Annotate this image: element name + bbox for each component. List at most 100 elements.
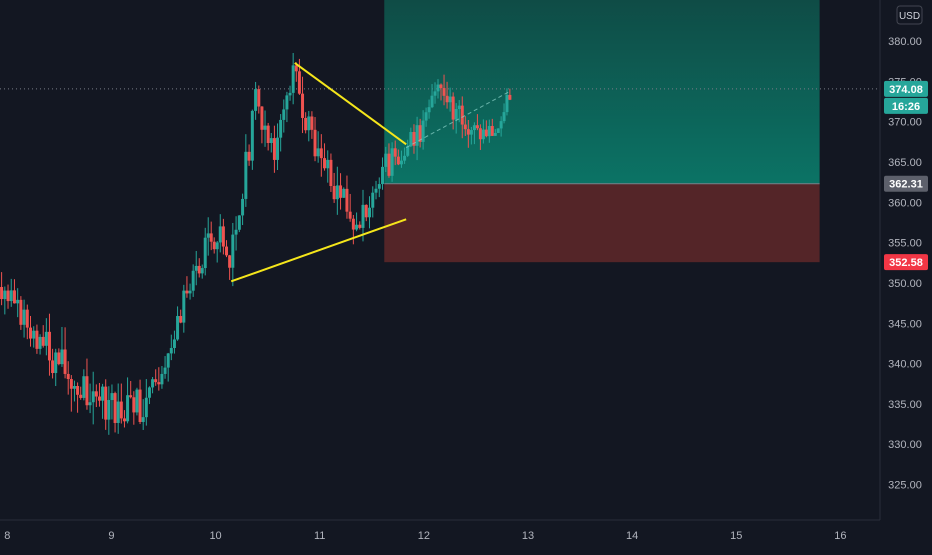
candle-body (166, 353, 170, 368)
candle-up (91, 371, 95, 425)
candle-body (200, 268, 204, 274)
candle-down (122, 410, 126, 428)
candle-up (163, 356, 167, 379)
candle-body (91, 391, 95, 403)
candle-up (135, 387, 139, 416)
candle-body (384, 153, 388, 167)
candle-body (481, 129, 485, 140)
candle-body (345, 188, 349, 212)
triangle-lower-trendline[interactable] (230, 218, 407, 283)
candle-body (141, 417, 145, 422)
candle-down (138, 379, 142, 425)
candle-up (237, 215, 241, 233)
candle-body (260, 106, 264, 130)
candle-body (76, 385, 80, 395)
candle-body (294, 65, 298, 72)
candle-body (329, 159, 333, 187)
candle-down (466, 119, 470, 148)
candle-up (126, 377, 130, 424)
candle-down (313, 117, 317, 162)
entry-price-badge: 362.31 (884, 175, 928, 192)
countdown-badge-box (884, 97, 928, 114)
time-tick-label: 13 (522, 530, 534, 542)
drawing-layer[interactable] (230, 62, 511, 283)
candle-body (310, 116, 314, 130)
currency-label-box[interactable] (896, 5, 923, 25)
candle-body (499, 121, 503, 129)
time-tick-label: 15 (730, 530, 742, 542)
candle-body (374, 188, 378, 193)
candle-body (194, 265, 198, 271)
candle-body (203, 237, 207, 269)
candle-body (469, 130, 473, 135)
candle-down (154, 369, 158, 386)
currency-label[interactable]: USD (899, 11, 920, 22)
candle-down (94, 384, 98, 408)
time-tick-label: 12 (418, 530, 430, 542)
candle-up (254, 81, 258, 120)
candle-up (454, 103, 458, 134)
candle-body (257, 89, 261, 107)
target-zone[interactable] (384, 0, 820, 184)
candle-body (188, 290, 192, 294)
candle-body (209, 233, 213, 242)
candle-up (151, 377, 155, 394)
candle-up (276, 123, 280, 171)
price-axis[interactable]: USD 380.00375.00370.00365.00360.00355.00… (879, 0, 932, 520)
candle-body (448, 96, 452, 103)
time-axis[interactable]: 8 9 10 11 12 13 14 15 16 (0, 519, 932, 550)
candle-down (463, 116, 467, 136)
candle-body (57, 352, 61, 365)
candle-down (41, 325, 45, 348)
stop-zone[interactable] (384, 183, 820, 263)
candle-body (221, 226, 225, 247)
price-tick-label: 380.00 (888, 36, 922, 48)
candle-body (160, 373, 164, 385)
candle-up (22, 299, 26, 338)
candle-down (304, 112, 308, 134)
candle-down (508, 88, 512, 101)
candle-down (157, 367, 161, 391)
candle-down (0, 272, 4, 306)
candle-up (101, 383, 105, 419)
candle-body (116, 401, 120, 423)
triangle-upper-trendline[interactable] (294, 62, 407, 146)
projection-dashed-line[interactable] (405, 90, 511, 148)
candle-down (129, 381, 133, 399)
candle-up (282, 99, 286, 133)
candle-down (387, 143, 391, 178)
candle-body (457, 105, 461, 110)
candle-body (493, 132, 497, 136)
candle-body (94, 391, 98, 397)
candle-up (218, 214, 222, 253)
candle-body (412, 132, 416, 146)
candle-down (364, 204, 368, 222)
candle-body (436, 84, 440, 92)
countdown-badge: 16:26 (884, 97, 928, 114)
candle-down (393, 140, 397, 166)
price-tick-label: 335.00 (888, 399, 922, 411)
candle-body (35, 330, 39, 349)
long-position-tool[interactable] (384, 0, 820, 263)
candle-up (3, 286, 7, 315)
candle-up (427, 99, 431, 119)
candle-up (191, 264, 195, 297)
price-tick-label: 370.00 (888, 117, 922, 129)
candle-body (269, 138, 273, 143)
candle-up (263, 110, 267, 147)
candle-body (301, 93, 305, 118)
candle-up (368, 196, 372, 229)
candle-body (179, 316, 183, 323)
candle-up (371, 186, 375, 218)
time-ticks: 8 9 10 11 12 13 14 15 16 (4, 530, 846, 542)
candle-body (41, 336, 45, 346)
candle-up (141, 399, 145, 430)
candle-up (172, 330, 176, 354)
candle-body (427, 107, 431, 113)
candle-body (215, 242, 219, 250)
candle-up (361, 189, 365, 242)
candle-body (185, 290, 189, 294)
candle-body (297, 71, 301, 94)
